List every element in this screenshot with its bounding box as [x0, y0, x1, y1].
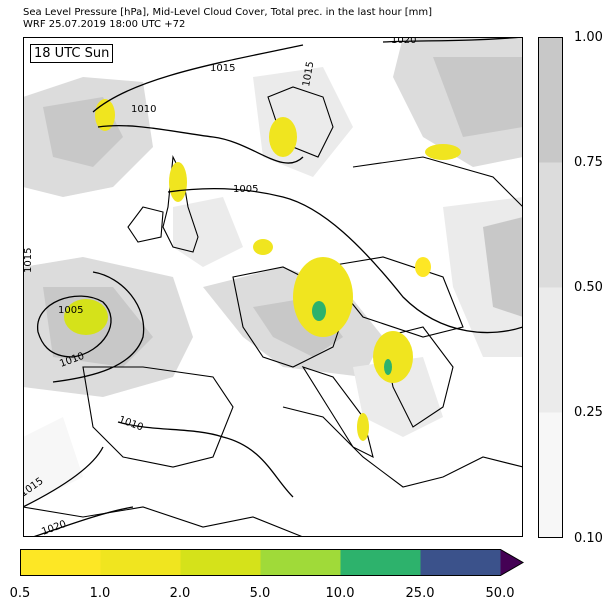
- cloud-tick-label: 0.25: [574, 405, 603, 420]
- precip-band-2: [100, 549, 181, 576]
- precip-band-5: [340, 549, 421, 576]
- precip-tick-label: 10.0: [325, 586, 355, 601]
- precip-band-1: [20, 549, 101, 576]
- cloud-cover-layer: [23, 37, 523, 507]
- precip-colorbar-frame: [20, 549, 524, 576]
- map-title-line2: WRF 25.07.2019 18:00 UTC +72: [23, 19, 186, 30]
- precip-band-3: [180, 549, 261, 576]
- isobar-layer: [23, 37, 523, 537]
- isobar-label: 1010: [131, 104, 156, 115]
- cloud-band-2: [538, 162, 563, 288]
- cloud-tick-label: 1.00: [574, 30, 603, 45]
- weather-map: 1015 1020 1010 1005 1015 1005 1010 1010 …: [23, 37, 523, 537]
- coastline-layer: [23, 86, 523, 537]
- cloud-tick-label: 0.75: [574, 155, 603, 170]
- map-frame: [23, 37, 523, 537]
- precip-tick-label: 25.0: [405, 586, 435, 601]
- isobar-label: 1020: [391, 37, 416, 46]
- cloud-band-1: [538, 37, 563, 163]
- precipitation-colorbar: [20, 549, 524, 576]
- cloud-tick-label: 0.50: [574, 280, 603, 295]
- precip-tick-label: 1.0: [89, 586, 111, 601]
- cloud-band-3: [538, 287, 563, 413]
- isobar-label: 1015: [23, 248, 34, 273]
- precipitation-layer: [64, 99, 461, 441]
- precip-tick-label: 0.5: [9, 586, 31, 601]
- isobar-label: 1015: [301, 61, 316, 88]
- isobar-label: 1005: [58, 305, 83, 316]
- cloud-tick-label: 0.10: [574, 531, 603, 546]
- precip-extend-arrow: [500, 549, 523, 576]
- precip-tick-label: 50.0: [485, 586, 515, 601]
- cloud-colorbar-frame: [538, 37, 563, 538]
- map-title-line1: Sea Level Pressure [hPa], Mid-Level Clou…: [23, 7, 433, 18]
- cloud-band-4: [538, 412, 563, 538]
- isobar-label: 1005: [233, 184, 258, 195]
- precip-band-6: [420, 549, 501, 576]
- precip-band-4: [260, 549, 341, 576]
- isobar-label: 1015: [210, 63, 235, 74]
- precip-tick-label: 2.0: [169, 586, 191, 601]
- time-label: 18 UTC Sun: [30, 44, 114, 63]
- precip-tick-label: 5.0: [249, 586, 271, 601]
- cloud-cover-colorbar: [538, 37, 563, 538]
